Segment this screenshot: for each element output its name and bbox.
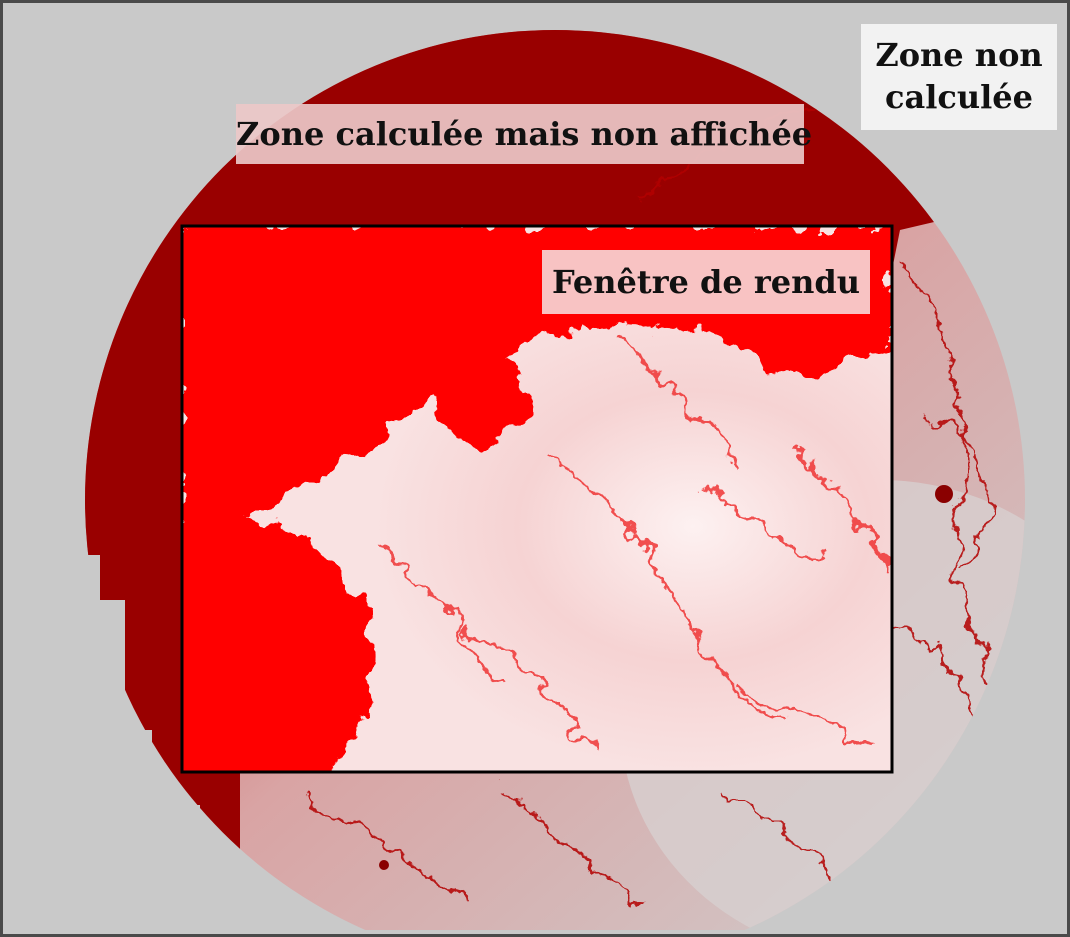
fractal-node <box>379 860 389 870</box>
secondary-bulb <box>434 348 530 444</box>
label-computed-hidden-zone: Zone calculée mais non affichée <box>236 104 812 164</box>
render-window <box>180 224 894 774</box>
label-not-computed-zone: Zone non calculée <box>861 24 1057 130</box>
cardioid-bulb <box>182 516 372 772</box>
fractal-node <box>935 485 953 503</box>
fractal-filaments <box>380 334 889 757</box>
label-render-window: Fenêtre de rendu <box>542 250 870 314</box>
render-window-frame <box>180 224 894 774</box>
